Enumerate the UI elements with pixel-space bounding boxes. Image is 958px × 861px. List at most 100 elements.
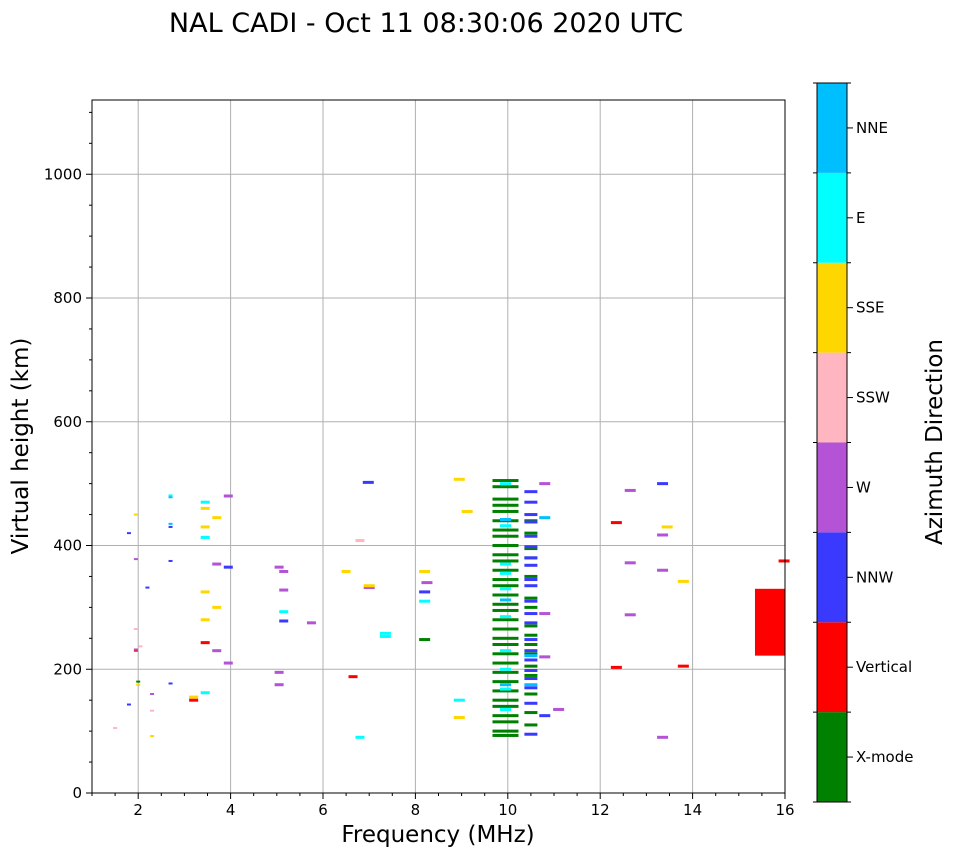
data-point: [499, 482, 511, 486]
data-point: [524, 621, 538, 625]
y-tick-label: 1000: [44, 165, 82, 183]
data-point: [492, 568, 519, 572]
data-point: [492, 584, 519, 588]
colorbar-tick-label: X-mode: [856, 748, 913, 766]
data-point: [168, 525, 173, 528]
data-point: [539, 714, 551, 718]
data-point: [524, 599, 538, 603]
data-point: [524, 654, 538, 658]
colorbar-segment: [817, 83, 847, 173]
data-point: [492, 509, 519, 513]
data-point: [499, 587, 511, 591]
data-point: [279, 588, 289, 592]
data-point: [306, 621, 316, 625]
data-point: [524, 683, 538, 687]
data-point: [168, 496, 173, 499]
data-point: [492, 528, 519, 532]
colorbar-tick-label: NNE: [856, 119, 888, 137]
marks-layer: [113, 477, 790, 739]
data-point: [492, 643, 519, 646]
data-point: [524, 578, 538, 582]
data-point: [150, 693, 155, 695]
data-point: [168, 559, 173, 562]
data-point: [200, 590, 210, 594]
colorbar-segment: [817, 442, 847, 533]
data-point: [492, 608, 519, 612]
colorbar-tick-label: SSW: [856, 389, 890, 407]
data-point: [524, 584, 538, 588]
data-point: [200, 618, 210, 622]
data-point: [200, 535, 210, 539]
data-point: [421, 581, 433, 585]
x-tick-label: 10: [498, 801, 517, 819]
data-point: [492, 553, 519, 557]
data-point: [524, 520, 538, 524]
x-tick-label: 8: [411, 801, 421, 819]
data-point: [492, 733, 519, 737]
data-point: [136, 683, 141, 686]
data-point: [778, 559, 790, 563]
x-tick-label: 16: [775, 801, 794, 819]
region-mark: [754, 588, 785, 656]
data-point: [363, 584, 375, 588]
data-point: [168, 522, 173, 525]
data-point: [524, 531, 538, 535]
data-point: [355, 735, 365, 739]
colorbar-segment: [817, 172, 847, 263]
data-point: [624, 613, 636, 617]
data-point: [492, 593, 519, 597]
data-point: [133, 513, 138, 516]
data-point: [677, 579, 689, 583]
data-point: [492, 497, 519, 501]
data-point: [461, 509, 473, 513]
y-tick-label: 200: [53, 660, 82, 678]
data-point: [274, 670, 284, 674]
data-point: [133, 628, 138, 631]
data-point: [524, 545, 538, 549]
data-point: [379, 634, 391, 638]
data-point: [499, 707, 511, 711]
data-point: [492, 479, 519, 483]
data-point: [492, 670, 519, 674]
data-point: [341, 569, 351, 573]
grid-layer: [92, 100, 786, 794]
data-point: [499, 518, 511, 522]
data-point: [492, 698, 519, 702]
x-tick-label: 14: [683, 801, 702, 819]
data-point: [524, 668, 538, 672]
data-point: [133, 649, 138, 652]
data-point: [362, 480, 374, 484]
data-point: [524, 596, 538, 600]
data-point: [453, 698, 465, 702]
data-point: [524, 556, 538, 560]
colorbar-segment: [817, 352, 847, 443]
data-point: [492, 485, 519, 489]
data-point: [453, 477, 465, 481]
data-point: [524, 711, 538, 715]
data-point: [274, 683, 284, 687]
y-axis-label: Virtual height (km): [8, 338, 34, 555]
axes-layer: 2 4 6 8 10 12 14 16 0 200 400 600 800 1000: [44, 99, 795, 819]
x-tick-label: 12: [591, 801, 610, 819]
data-point: [524, 500, 538, 504]
colorbar-frame: [816, 82, 848, 803]
data-point: [145, 586, 150, 589]
data-point: [453, 716, 465, 720]
data-point: [499, 598, 511, 602]
data-point: [524, 652, 538, 656]
data-point: [524, 723, 538, 727]
colorbar-tick-label: W: [856, 478, 871, 496]
data-point: [133, 558, 138, 561]
x-tick-label: 4: [226, 801, 236, 819]
data-point: [553, 707, 565, 711]
data-point: [279, 569, 289, 573]
data-point: [492, 704, 519, 708]
data-point: [492, 661, 519, 665]
colorbar-label: Azimuth Direction: [922, 339, 948, 545]
data-point: [492, 544, 519, 547]
data-point: [499, 615, 511, 619]
data-point: [524, 638, 538, 642]
data-point: [274, 565, 284, 569]
data-point: [499, 649, 511, 653]
chart-title: NAL CADI - Oct 11 08:30:06 2020 UTC: [169, 8, 683, 39]
